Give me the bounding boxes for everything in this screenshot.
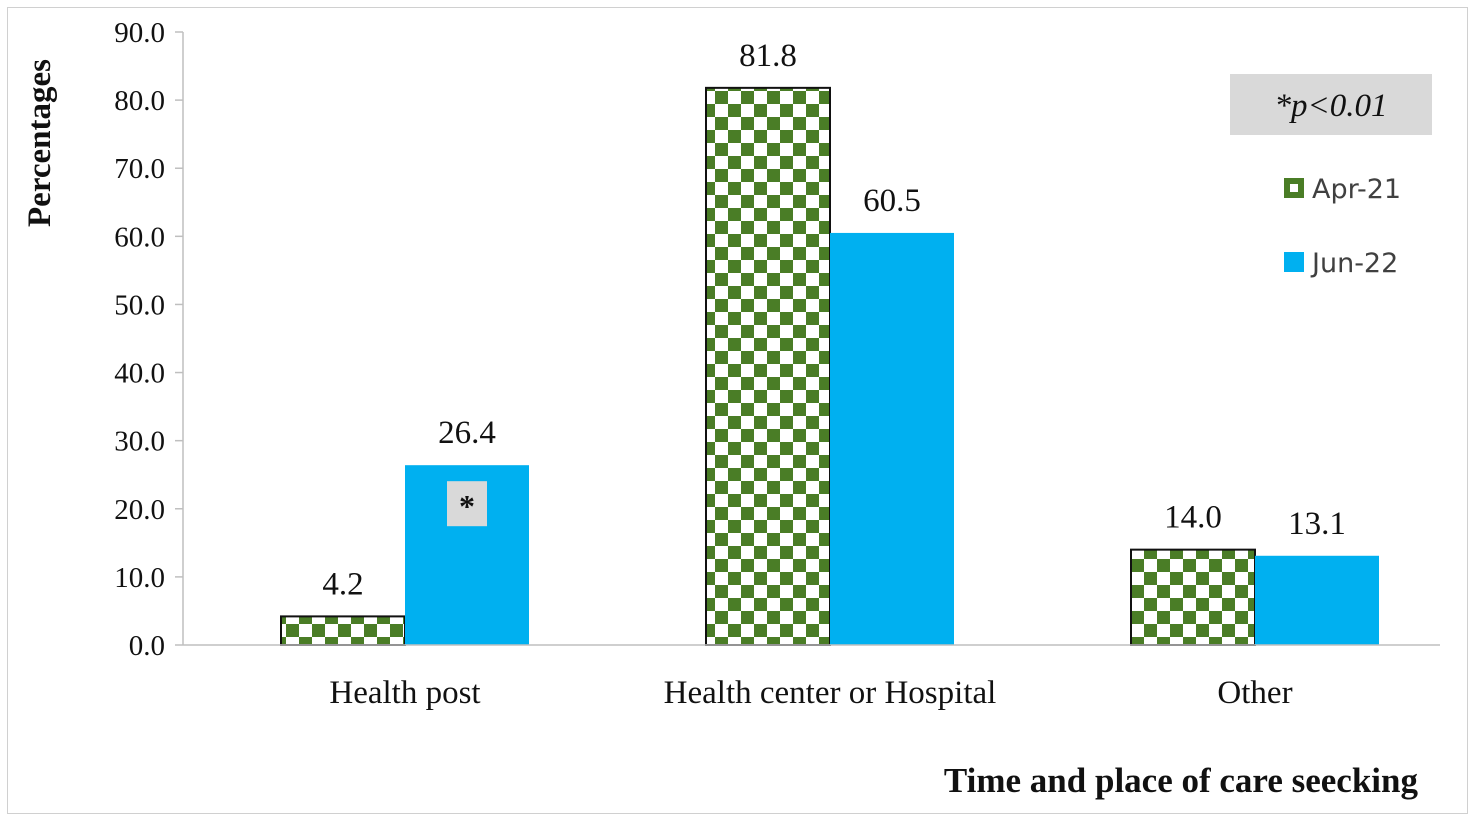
data-label: 26.4	[438, 415, 496, 451]
bars: 4.2 26.4 * 81.8 60.5 14.0 13.1	[280, 38, 1379, 647]
y-tick-label: 60.0	[114, 221, 165, 253]
data-label: 14.0	[1164, 500, 1222, 536]
data-label: 81.8	[739, 38, 797, 74]
significance-note-text: *p<0.01	[1274, 88, 1387, 124]
x-axis: Health post Health center or Hospital Othe…	[183, 644, 1440, 711]
legend-label: Jun-22	[1310, 248, 1398, 279]
y-tick-label: 0.0	[129, 630, 165, 662]
x-category-label: Health center or Hospital	[664, 675, 997, 711]
y-tick-label: 50.0	[114, 289, 165, 321]
significance-marker: *	[459, 488, 475, 524]
bar-apr-21-other	[1130, 548, 1256, 647]
y-tick-label: 90.0	[114, 17, 165, 49]
significance-note-box	[1230, 74, 1432, 135]
bar-apr-21-health-center-or-hospital	[705, 86, 831, 646]
x-axis-label: Time and place of care seecking	[944, 761, 1419, 800]
x-category-label: Health post	[329, 675, 480, 711]
legend-swatch-pattern	[1290, 184, 1298, 192]
y-axis-label: Percentages	[22, 59, 58, 227]
significance-note: *p<0.01	[1230, 74, 1432, 135]
y-tick-label: 30.0	[114, 426, 165, 458]
bar-apr-21-health-post	[280, 615, 406, 646]
y-tick-label: 80.0	[114, 85, 165, 117]
y-axis: 0.0 10.0 20.0 30.0 40.0 50.0 60.0 70.0 80.0 90.0	[114, 17, 184, 662]
data-label: 4.2	[322, 566, 363, 602]
y-tick-label: 70.0	[114, 153, 165, 185]
data-label: 13.1	[1288, 506, 1346, 542]
legend: Apr-21 Jun-22	[1284, 174, 1401, 279]
legend-label: Apr-21	[1312, 174, 1401, 205]
bar-jun-22-other	[1255, 555, 1379, 645]
significance-marker-box	[447, 481, 487, 527]
y-tick-label: 20.0	[114, 494, 165, 526]
bar-jun-22-health-center-or-hospital	[830, 232, 954, 645]
x-category-label: Other	[1217, 675, 1292, 711]
y-tick-label: 40.0	[114, 358, 165, 390]
data-label: 60.5	[863, 183, 921, 219]
chart-frame	[7, 7, 1468, 814]
y-tick-label: 10.0	[114, 562, 165, 594]
legend-swatch-jun-22	[1284, 252, 1304, 272]
